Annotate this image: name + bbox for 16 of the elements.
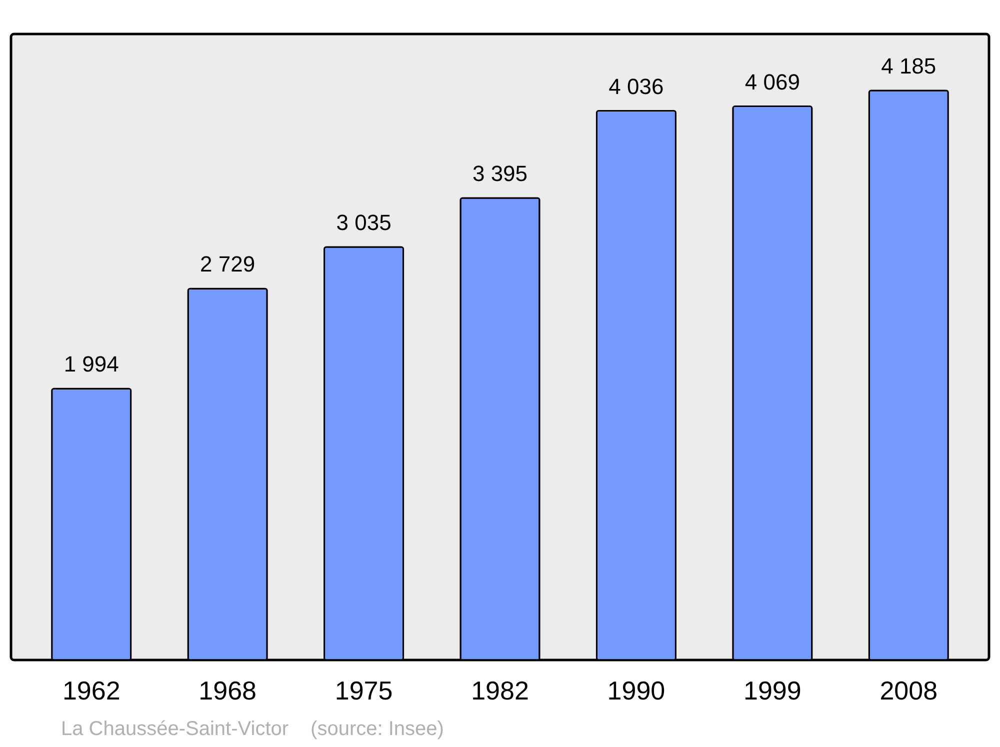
data-label: 4 185 (881, 53, 936, 78)
data-label: 2 729 (200, 252, 256, 277)
x-tick-label: 1975 (334, 676, 393, 706)
x-tick-label: 1962 (62, 676, 120, 706)
data-label: 3 035 (336, 210, 392, 235)
text: La Chaussée-Saint-Victor (61, 718, 289, 740)
text: (source: Insee) (310, 718, 444, 740)
data-label: 4 069 (744, 69, 800, 94)
x-tick-label: 1999 (744, 676, 802, 706)
data-label: 1 994 (64, 352, 119, 377)
data-label: 3 395 (472, 160, 528, 186)
x-tick-label: 1982 (471, 676, 529, 706)
data-label: 4 036 (608, 74, 664, 99)
x-tick-label: 1968 (198, 676, 256, 706)
x-tick-label: 1990 (607, 676, 666, 706)
x-tick-label: 2008 (880, 676, 938, 706)
